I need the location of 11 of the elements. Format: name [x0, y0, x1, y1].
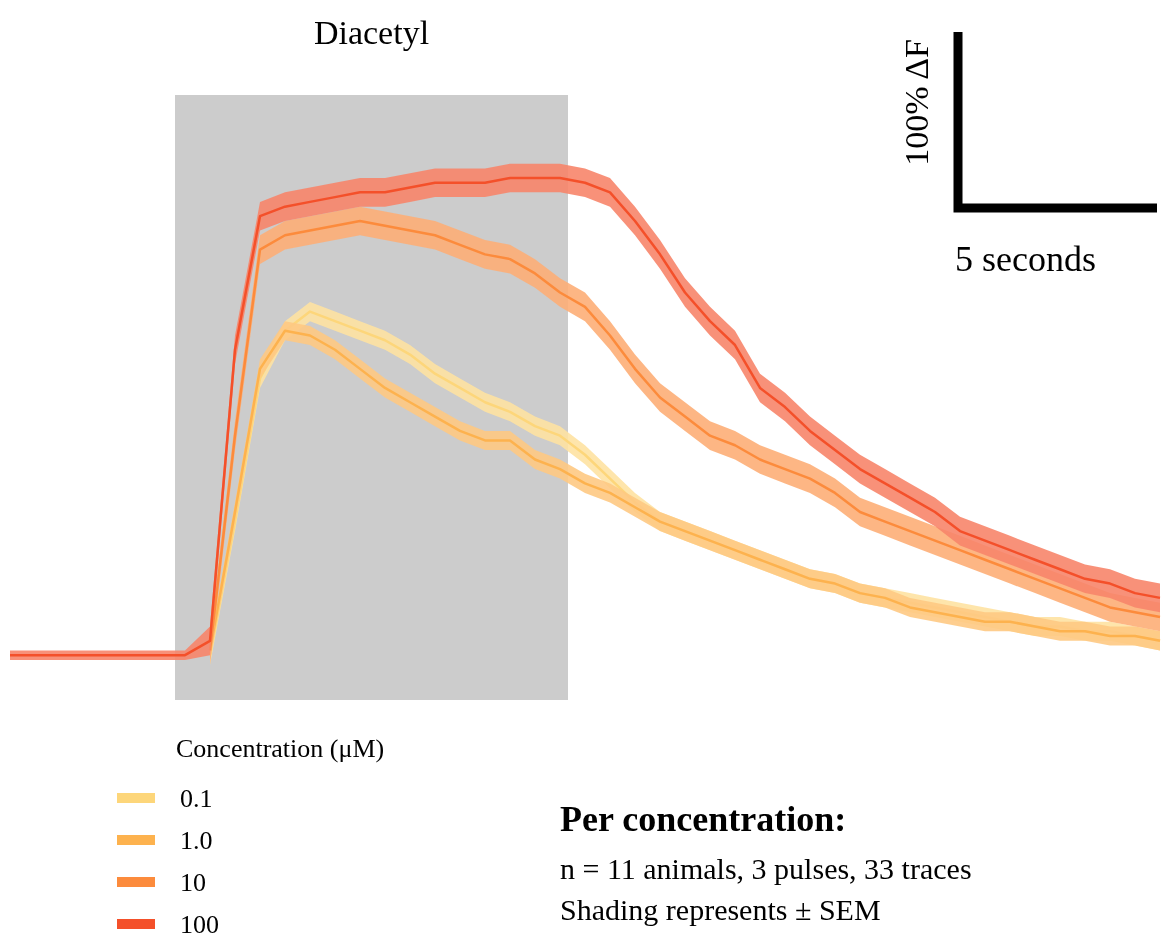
legend-label: 100 [180, 909, 219, 939]
annotation: 5 seconds [955, 239, 1096, 280]
text: Diacetyl [312, 14, 431, 52]
text: Shading represents ± SEM [560, 893, 881, 926]
text: 100% ΔF [898, 38, 936, 166]
legend-label: 1.0 [180, 825, 213, 855]
legend-label: 10 [180, 867, 206, 897]
text: n = 11 animals, 3 pulses, 33 traces [560, 852, 972, 885]
legend-label: 0.1 [180, 783, 213, 813]
legend-title: Concentration (μM) [176, 733, 385, 763]
text: Per concentration: [560, 799, 847, 840]
